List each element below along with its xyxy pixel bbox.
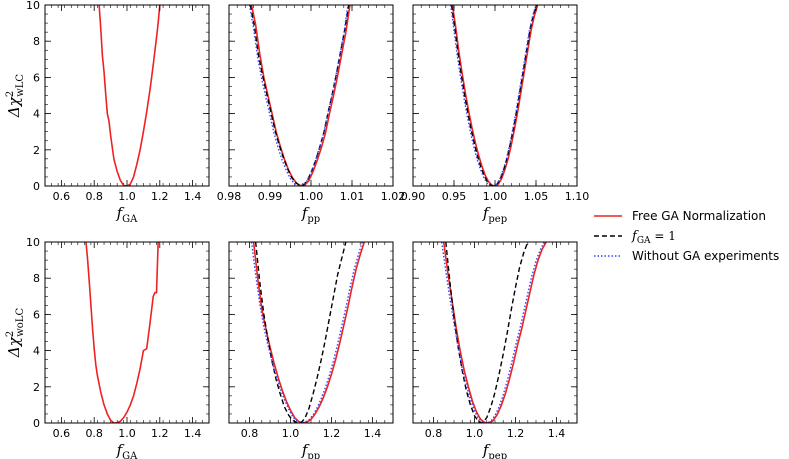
- panel-1-2: 0.8 1.0 1.2 1.4 fpep: [412, 241, 578, 459]
- y-tick-label: 8: [33, 272, 40, 285]
- x-tick-label: 1.2: [507, 427, 525, 440]
- x-axis-label: fpp: [301, 441, 320, 459]
- series-line-free: [98, 5, 161, 186]
- x-tick-label: 1.0: [118, 190, 136, 203]
- series-line-free: [250, 5, 351, 186]
- panels-group: 0.6 0.8 1.0 1.2 1.4 0 2 4 6 8 10 fGA Δχ2wLC 0.98 0.99 1…: [5, 0, 589, 459]
- series-line-nodata: [250, 242, 363, 423]
- legend-item-fixed: fGA = 1: [594, 229, 676, 246]
- x-tick-label: 1.00: [299, 190, 324, 203]
- y-axis-label: Δχ2wLC: [5, 74, 26, 118]
- y-tick-label: 6: [33, 308, 40, 321]
- series-line-nodata: [441, 242, 545, 423]
- x-tick-label: 1.2: [151, 427, 169, 440]
- x-tick-label: 0.8: [241, 427, 259, 440]
- panel-1-0: 0.6 0.8 1.0 1.2 1.4 0 2 4 6 8 10 fGA Δχ2woLC: [5, 236, 210, 459]
- x-tick-label: 1.2: [323, 427, 341, 440]
- y-tick-label: 4: [33, 108, 40, 121]
- panel-0-0: 0.6 0.8 1.0 1.2 1.4 0 2 4 6 8 10 fGA Δχ2wLC: [5, 0, 210, 225]
- x-tick-label: 1.10: [565, 190, 590, 203]
- x-tick-label: 1.2: [151, 190, 169, 203]
- legend-label: Free GA Normalization: [632, 209, 766, 223]
- x-tick-label: 0.6: [53, 427, 71, 440]
- y-axis-label: Δχ2woLC: [5, 308, 26, 359]
- x-tick-label: 0.99: [258, 190, 283, 203]
- panel-1-1: 0.8 1.0 1.2 1.4 fpp: [228, 241, 394, 459]
- x-tick-label: 0.8: [85, 427, 103, 440]
- y-tick-label: 10: [26, 0, 40, 12]
- x-tick-label: 1.4: [184, 190, 202, 203]
- y-tick-label: 6: [33, 71, 40, 84]
- y-tick-label: 2: [33, 144, 40, 157]
- x-axis-label: fpep: [482, 441, 507, 459]
- series-line-nodata: [450, 5, 537, 186]
- x-tick-label: 0.95: [442, 190, 467, 203]
- y-tick-label: 2: [33, 381, 40, 394]
- legend-label: Without GA experiments: [632, 249, 779, 263]
- y-tick-label: 10: [26, 236, 40, 249]
- plot-frame: [44, 4, 210, 187]
- x-tick-label: 1.01: [340, 190, 365, 203]
- legend-item-nodata: Without GA experiments: [594, 249, 779, 263]
- legend-item-free: Free GA Normalization: [594, 209, 766, 223]
- x-tick-label: 0.8: [85, 190, 103, 203]
- x-tick-label: 0.98: [217, 190, 242, 203]
- plot-frame: [412, 4, 578, 187]
- x-axis-label: fGA: [116, 441, 139, 459]
- series-line-fixed: [254, 242, 347, 423]
- x-tick-label: 1.0: [118, 427, 136, 440]
- x-tick-label: 0.90: [401, 190, 426, 203]
- y-tick-label: 0: [33, 417, 40, 430]
- x-tick-label: 1.00: [483, 190, 508, 203]
- x-axis-label: fpp: [301, 204, 320, 225]
- series-line-free: [451, 5, 539, 186]
- x-axis-label: fpep: [482, 204, 507, 225]
- series-line-free: [85, 242, 159, 423]
- plot-frame: [44, 241, 210, 424]
- x-tick-label: 1.0: [466, 427, 484, 440]
- plot-frame: [228, 4, 394, 187]
- x-tick-label: 1.0: [282, 427, 300, 440]
- x-tick-label: 1.05: [524, 190, 549, 203]
- x-tick-label: 1.4: [548, 427, 566, 440]
- panel-0-1: 0.98 0.99 1.00 1.01 1.02 fpp: [217, 4, 406, 225]
- y-tick-label: 0: [33, 180, 40, 193]
- x-tick-label: 0.6: [53, 190, 71, 203]
- series-line-fixed: [445, 242, 529, 423]
- plot-frame: [412, 241, 578, 424]
- y-tick-label: 4: [33, 345, 40, 358]
- x-axis-label: fGA: [116, 204, 139, 225]
- panel-0-2: 0.90 0.95 1.00 1.05 1.10 fpep: [401, 4, 590, 225]
- series-line-fixed: [450, 5, 538, 186]
- x-tick-label: 1.02: [381, 190, 406, 203]
- x-tick-label: 1.4: [364, 427, 382, 440]
- y-tick-label: 8: [33, 35, 40, 48]
- series-line-free: [442, 242, 547, 423]
- series-line-free: [252, 242, 366, 423]
- x-tick-label: 0.8: [425, 427, 443, 440]
- plot-frame: [228, 241, 394, 424]
- x-tick-label: 1.4: [184, 427, 202, 440]
- legend: Free GA Normalization fGA = 1 Without GA e…: [594, 209, 779, 263]
- legend-label: fGA = 1: [631, 229, 676, 246]
